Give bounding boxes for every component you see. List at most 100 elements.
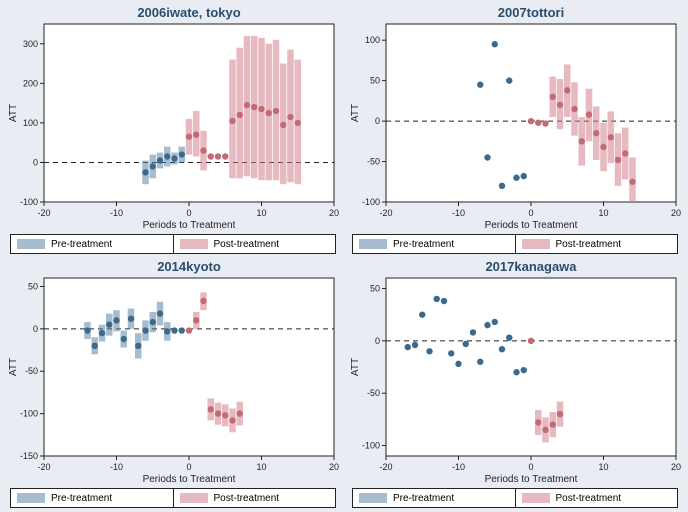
point-marker [222,412,228,418]
point-marker [492,41,498,47]
panel-iwate: -20-1001020-10001002003002006iwate, toky… [4,4,342,254]
x-axis-label: Periods to Treatment [485,220,578,231]
point-marker [171,327,177,333]
chart-svg: -20-1001020-150-100-500502014kyotoPeriod… [4,258,342,486]
svg-text:300: 300 [23,39,38,49]
point-marker [193,132,199,138]
svg-text:-100: -100 [362,197,380,207]
point-marker [266,110,272,116]
svg-text:-150: -150 [20,451,38,461]
point-marker [550,94,556,100]
panel-kyoto: -20-1001020-150-100-500502014kyotoPeriod… [4,258,342,508]
point-marker [535,120,541,126]
point-marker [593,130,599,136]
svg-text:20: 20 [671,462,681,472]
point-marker [150,163,156,169]
swatch-post-icon [180,239,208,249]
point-marker [84,327,90,333]
point-marker [99,330,105,336]
svg-text:-10: -10 [110,462,123,472]
legend-post-label: Post-treatment [556,493,622,504]
point-marker [215,153,221,159]
point-marker [542,427,548,433]
svg-text:0: 0 [186,462,191,472]
chart-svg: -20-1001020-100-500502017kanagawaPeriods… [346,258,684,486]
point-marker [287,114,293,120]
legend-pre: Pre-treatment [353,235,515,253]
point-marker [579,138,585,144]
svg-text:0: 0 [186,208,191,218]
svg-text:-100: -100 [20,409,38,419]
swatch-post-icon [522,239,550,249]
point-marker [463,341,469,347]
legend-pre: Pre-treatment [11,489,173,507]
point-marker [258,106,264,112]
point-marker [157,157,163,163]
point-marker [419,311,425,317]
point-marker [470,329,476,335]
point-marker [564,87,570,93]
point-marker [528,118,534,124]
y-axis-label: ATT [8,358,19,376]
point-marker [455,361,461,367]
legend-post-label: Post-treatment [214,493,280,504]
svg-text:0: 0 [33,157,38,167]
svg-text:0: 0 [33,324,38,334]
point-marker [215,410,221,416]
point-marker [586,111,592,117]
x-axis-label: Periods to Treatment [485,474,578,485]
svg-text:20: 20 [329,208,339,218]
point-marker [179,327,185,333]
legend-pre: Pre-treatment [11,235,173,253]
point-marker [237,410,243,416]
point-marker [615,157,621,163]
point-marker [550,421,556,427]
point-marker [186,134,192,140]
point-marker [128,315,134,321]
chart-title: 2014kyoto [157,259,221,274]
swatch-pre-icon [359,493,387,503]
svg-text:-50: -50 [367,388,380,398]
svg-text:100: 100 [23,118,38,128]
point-marker [571,106,577,112]
y-axis-label: ATT [350,104,361,122]
y-axis-label: ATT [8,104,19,122]
svg-text:50: 50 [370,283,380,293]
point-marker [106,321,112,327]
point-marker [186,327,192,333]
point-marker [200,298,206,304]
legend-pre-label: Pre-treatment [51,493,112,504]
point-marker [150,319,156,325]
legend-post: Post-treatment [515,235,678,253]
point-marker [412,342,418,348]
svg-text:10: 10 [256,462,266,472]
point-marker [171,155,177,161]
chart-title: 2007tottori [498,5,564,20]
svg-text:-10: -10 [452,462,465,472]
swatch-pre-icon [17,493,45,503]
panel-kanagawa: -20-1001020-100-500502017kanagawaPeriods… [346,258,684,508]
point-marker [208,153,214,159]
point-marker [477,81,483,87]
point-marker [542,120,548,126]
point-marker [113,317,119,323]
point-marker [521,367,527,373]
panel-grid: -20-1001020-10001002003002006iwate, toky… [0,0,688,512]
point-marker [222,153,228,159]
point-marker [273,108,279,114]
legend-pre-label: Pre-treatment [393,493,454,504]
point-marker [441,298,447,304]
point-marker [608,134,614,140]
point-marker [237,112,243,118]
svg-text:0: 0 [375,116,380,126]
point-marker [295,120,301,126]
legend-kyoto: Pre-treatment Post-treatment [10,488,336,508]
point-marker [477,359,483,365]
svg-text:-10: -10 [110,208,123,218]
point-marker [622,150,628,156]
svg-text:0: 0 [528,462,533,472]
point-marker [200,147,206,153]
panel-tottori: -20-1001020-100-500501002007tottoriPerio… [346,4,684,254]
legend-tottori: Pre-treatment Post-treatment [352,234,678,254]
point-marker [135,343,141,349]
